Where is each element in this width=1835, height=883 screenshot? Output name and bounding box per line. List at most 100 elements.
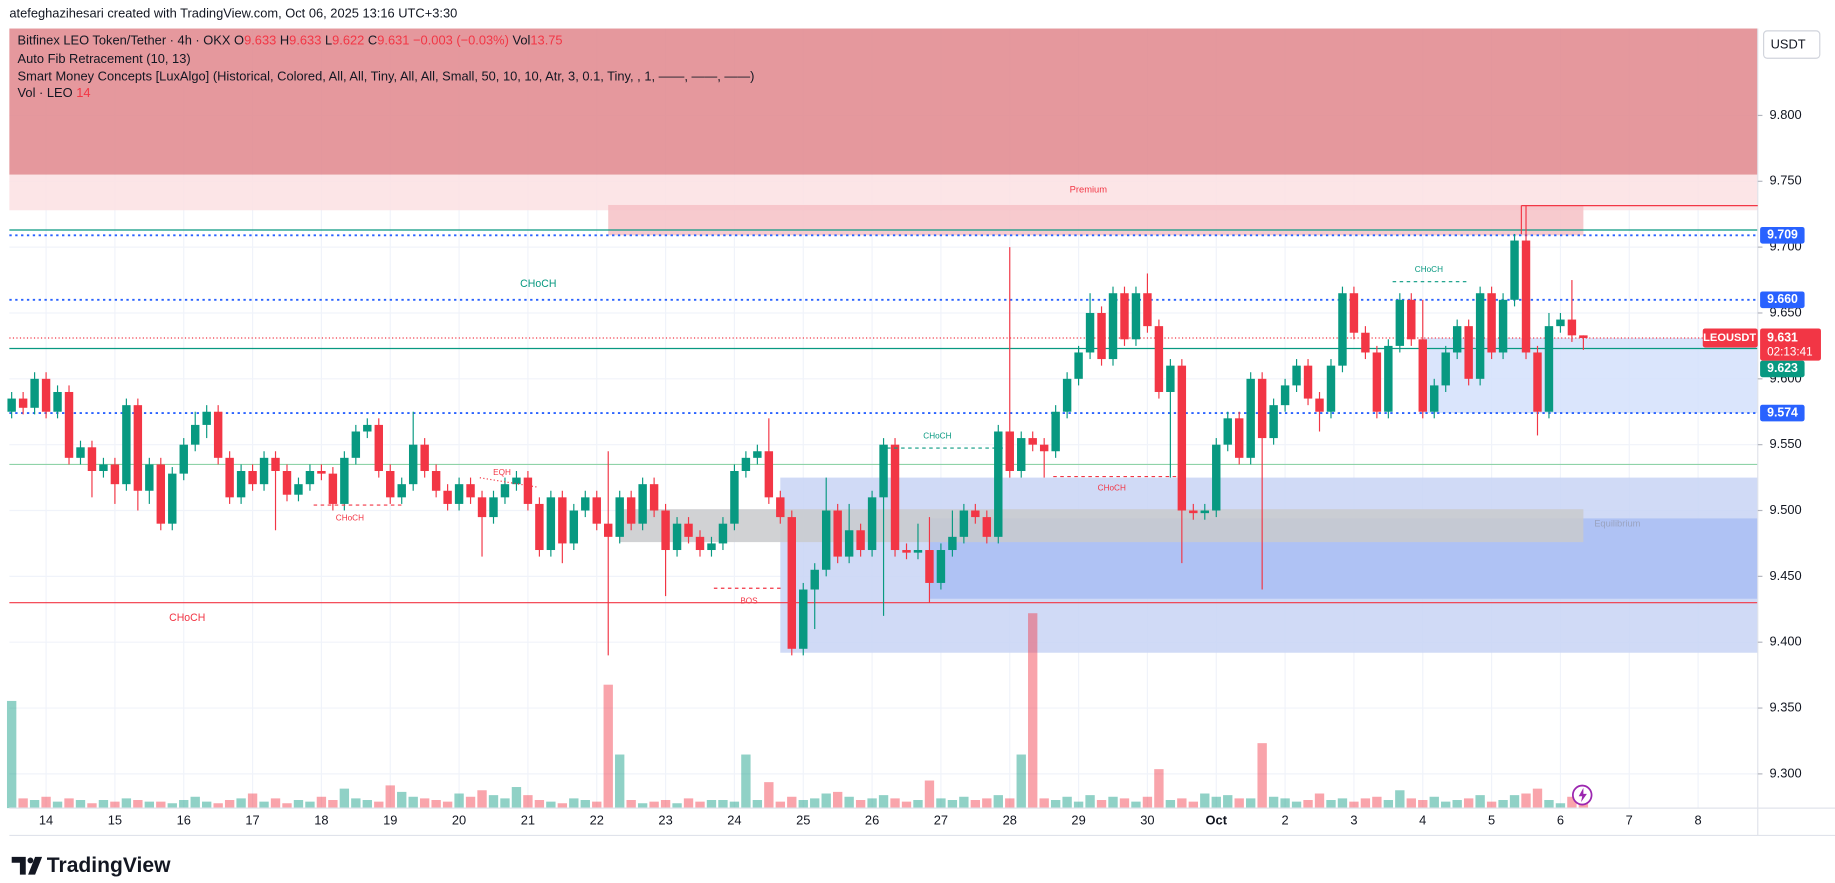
candle-body xyxy=(821,510,831,570)
logo-mark xyxy=(11,856,43,875)
volume-bar xyxy=(1303,800,1313,809)
candle-body xyxy=(1097,312,1106,360)
volume-bar xyxy=(1567,796,1577,809)
volume-bar xyxy=(362,800,372,809)
volume-bar xyxy=(1200,793,1210,809)
volume-bar xyxy=(1039,798,1049,809)
logo-dot xyxy=(27,857,34,864)
candle-body xyxy=(1292,365,1301,386)
overlays: CHoCH CHoCH CHoCH EQH BOS CHoCH CHoCH CH… xyxy=(169,184,1758,624)
candle-body xyxy=(1521,240,1531,353)
caption: atefeghazihesari created with TradingVie… xyxy=(9,6,457,21)
volume-bar xyxy=(1280,798,1290,809)
candle-body xyxy=(1108,293,1118,360)
choch-label: CHoCH xyxy=(169,612,205,624)
volume-bar xyxy=(1441,801,1451,809)
volume-bar xyxy=(1062,796,1072,809)
y-tick-label: 9.750 xyxy=(1769,173,1801,188)
candle-body xyxy=(512,477,521,485)
volume-bar xyxy=(98,800,109,809)
currency[interactable]: USDT xyxy=(1771,37,1806,52)
x-tick-label: 2 xyxy=(1282,813,1289,828)
volume-bar xyxy=(511,787,522,809)
choch-label: CHoCH xyxy=(336,513,364,522)
candle-body xyxy=(764,451,774,498)
last-price-tag xyxy=(1760,328,1821,361)
volume-bar xyxy=(419,798,430,809)
candle-body xyxy=(1418,339,1427,412)
volume-bar xyxy=(465,796,476,809)
volume-bar xyxy=(1291,801,1302,809)
volume-bar xyxy=(1211,796,1221,809)
volume-bar xyxy=(144,801,155,809)
candle-body xyxy=(179,444,188,474)
candle-body xyxy=(1544,326,1554,412)
candle-body xyxy=(982,517,992,537)
x-tick-label: 4 xyxy=(1419,813,1426,828)
candle-body xyxy=(1441,352,1450,386)
candle-body xyxy=(913,550,923,553)
x-tick-label: 5 xyxy=(1488,813,1495,828)
volume-bar xyxy=(810,798,820,809)
choch-label: CHoCH xyxy=(1098,484,1126,493)
volume-bar xyxy=(890,798,900,809)
candle-body xyxy=(707,543,716,551)
volume-bar xyxy=(293,800,304,809)
candle-body xyxy=(76,447,85,458)
x-tick-label: 24 xyxy=(727,813,741,828)
volume-bar xyxy=(247,793,258,809)
volume-bar xyxy=(1372,796,1382,809)
x-tick-label: 7 xyxy=(1626,813,1633,828)
volume-bar xyxy=(488,795,499,809)
candle-body xyxy=(1143,293,1152,327)
y-tick-label: 9.550 xyxy=(1769,436,1801,451)
y-tick-label: 9.400 xyxy=(1769,634,1801,649)
price-tag-label: 9.574 xyxy=(1767,405,1798,419)
volume-bar xyxy=(718,800,728,809)
candle-body xyxy=(1234,418,1244,458)
candle-body xyxy=(649,484,659,511)
candle-body xyxy=(718,523,728,544)
x-tick-label: 25 xyxy=(796,813,810,828)
volume-bar xyxy=(1119,798,1130,809)
candle-body xyxy=(443,490,452,504)
zone xyxy=(9,28,1758,175)
candle-body xyxy=(1200,510,1210,514)
candle-body xyxy=(856,530,865,551)
volume-bar xyxy=(1131,801,1141,809)
candle-body xyxy=(948,536,957,551)
candle-body xyxy=(408,444,418,485)
candle-body xyxy=(282,471,292,495)
candle-body xyxy=(615,497,624,537)
candle-body xyxy=(1039,444,1049,452)
candle-body xyxy=(902,550,911,553)
x-tick-label: 29 xyxy=(1071,813,1085,828)
volume-bar xyxy=(592,801,602,809)
symbol: Bitfinex LEO Token/Tether · 4h · OKX xyxy=(18,33,231,48)
ohlc-key: O xyxy=(234,33,244,48)
currency-button[interactable] xyxy=(1763,30,1821,59)
candle-body xyxy=(18,398,28,408)
candle-body xyxy=(936,550,946,583)
zone xyxy=(619,509,1584,543)
volume-bar xyxy=(431,800,441,809)
alert-bolt xyxy=(1578,787,1587,803)
candle-body xyxy=(41,378,51,412)
volume-bar xyxy=(649,801,659,809)
candle-body xyxy=(466,484,475,498)
candle-body xyxy=(1384,345,1393,412)
candle-body xyxy=(431,471,441,491)
candle-body xyxy=(1315,398,1324,412)
x-tick-label: 21 xyxy=(521,813,535,828)
volume-bar xyxy=(982,798,992,809)
candle-body xyxy=(1395,299,1405,346)
candle-body xyxy=(867,497,877,551)
bos-label: BOS xyxy=(740,596,758,605)
candle-body xyxy=(1338,293,1347,366)
volume-bar xyxy=(385,785,395,809)
candle-body xyxy=(1131,293,1141,340)
vol-key: Vol xyxy=(512,33,530,48)
choch-label: CHoCH xyxy=(923,431,951,440)
volume-bar xyxy=(1096,800,1107,809)
x-tick-label: 3 xyxy=(1350,813,1357,828)
